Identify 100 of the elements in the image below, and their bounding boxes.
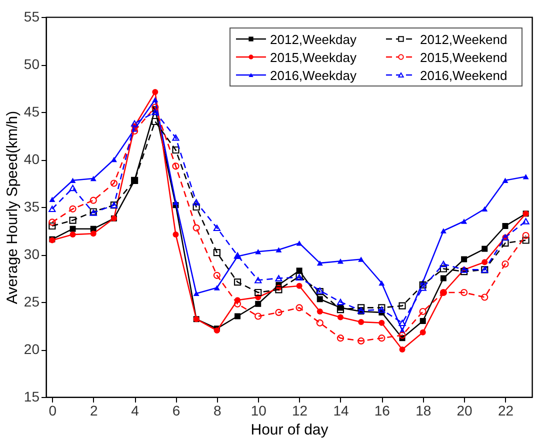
point [69, 205, 76, 212]
point [358, 337, 365, 344]
point [192, 203, 200, 211]
point [213, 249, 220, 256]
point [193, 290, 200, 296]
point [296, 304, 303, 312]
point [502, 240, 509, 247]
point [131, 120, 138, 127]
point [358, 318, 364, 325]
point [255, 249, 262, 254]
point [316, 260, 323, 266]
x-tick-label: 6 [172, 402, 180, 418]
point [522, 232, 530, 240]
point [419, 284, 426, 291]
point [275, 275, 282, 282]
point [152, 108, 159, 116]
point [419, 281, 426, 288]
point [276, 247, 282, 252]
x-tick-label: 8 [214, 402, 222, 418]
point [419, 308, 426, 316]
point [502, 178, 508, 183]
point [69, 184, 76, 192]
point [440, 275, 446, 282]
y-tick-label: 50 [24, 56, 40, 72]
point [254, 288, 262, 296]
point [70, 232, 76, 238]
legend-label: 2012,Weekend [420, 32, 508, 47]
y-tick-label: 55 [24, 8, 40, 24]
point [336, 306, 344, 314]
point [152, 104, 159, 111]
point [358, 256, 364, 262]
point [420, 329, 426, 336]
x-tick-label: 22 [498, 402, 514, 418]
x-tick-label: 12 [292, 402, 308, 418]
x-tick-label: 10 [250, 402, 267, 418]
x-tick-label: 18 [416, 402, 432, 418]
legend-label: 2016,Weekday [270, 68, 357, 83]
y-tick-label: 40 [24, 151, 40, 167]
point [460, 288, 468, 296]
y-tick-label: 45 [24, 104, 40, 120]
x-tick-label: 14 [333, 402, 349, 418]
point [48, 222, 56, 230]
point [336, 334, 344, 342]
legend-label: 2015,Weekday [270, 50, 357, 65]
point [69, 216, 76, 224]
point [254, 277, 262, 284]
point [378, 320, 385, 326]
point [172, 200, 179, 205]
point [152, 97, 158, 102]
point [70, 226, 76, 232]
point [152, 89, 158, 96]
point [49, 196, 56, 202]
point [399, 346, 406, 352]
point [482, 206, 488, 212]
point [296, 240, 302, 246]
point [398, 302, 406, 310]
point [336, 298, 344, 306]
point [214, 285, 220, 290]
point [90, 196, 97, 204]
point [461, 256, 468, 262]
point [482, 246, 488, 252]
x-tick-label: 4 [131, 402, 140, 418]
x-tick-label: 2 [90, 402, 98, 418]
point [234, 313, 241, 320]
point [70, 178, 76, 183]
point [440, 265, 447, 272]
point [398, 320, 406, 326]
point [254, 312, 262, 320]
point [481, 294, 488, 301]
point [172, 146, 180, 154]
point [90, 230, 96, 237]
point [48, 218, 56, 226]
x-tick-label: 16 [374, 402, 390, 418]
point [213, 272, 220, 279]
point [172, 162, 180, 170]
point [482, 259, 488, 266]
y-tick-label: 25 [24, 294, 40, 310]
x-tick-label: 20 [456, 402, 473, 418]
legend-label: 2015,Weekend [420, 50, 508, 65]
point [378, 280, 385, 286]
point [316, 319, 324, 326]
point [48, 206, 56, 212]
point [502, 223, 508, 229]
point [192, 224, 200, 232]
point [234, 278, 242, 286]
point [110, 156, 117, 162]
x-tick-label: 0 [48, 402, 57, 418]
point [110, 180, 118, 187]
point [502, 260, 509, 268]
point [213, 224, 220, 232]
point [522, 174, 529, 180]
point [316, 296, 323, 302]
point [522, 218, 530, 224]
point [172, 134, 180, 141]
y-tick-label: 35 [24, 198, 40, 214]
point [275, 308, 282, 316]
y-tick-label: 30 [24, 246, 40, 262]
point [131, 127, 138, 135]
point [440, 260, 447, 268]
point [296, 282, 302, 289]
